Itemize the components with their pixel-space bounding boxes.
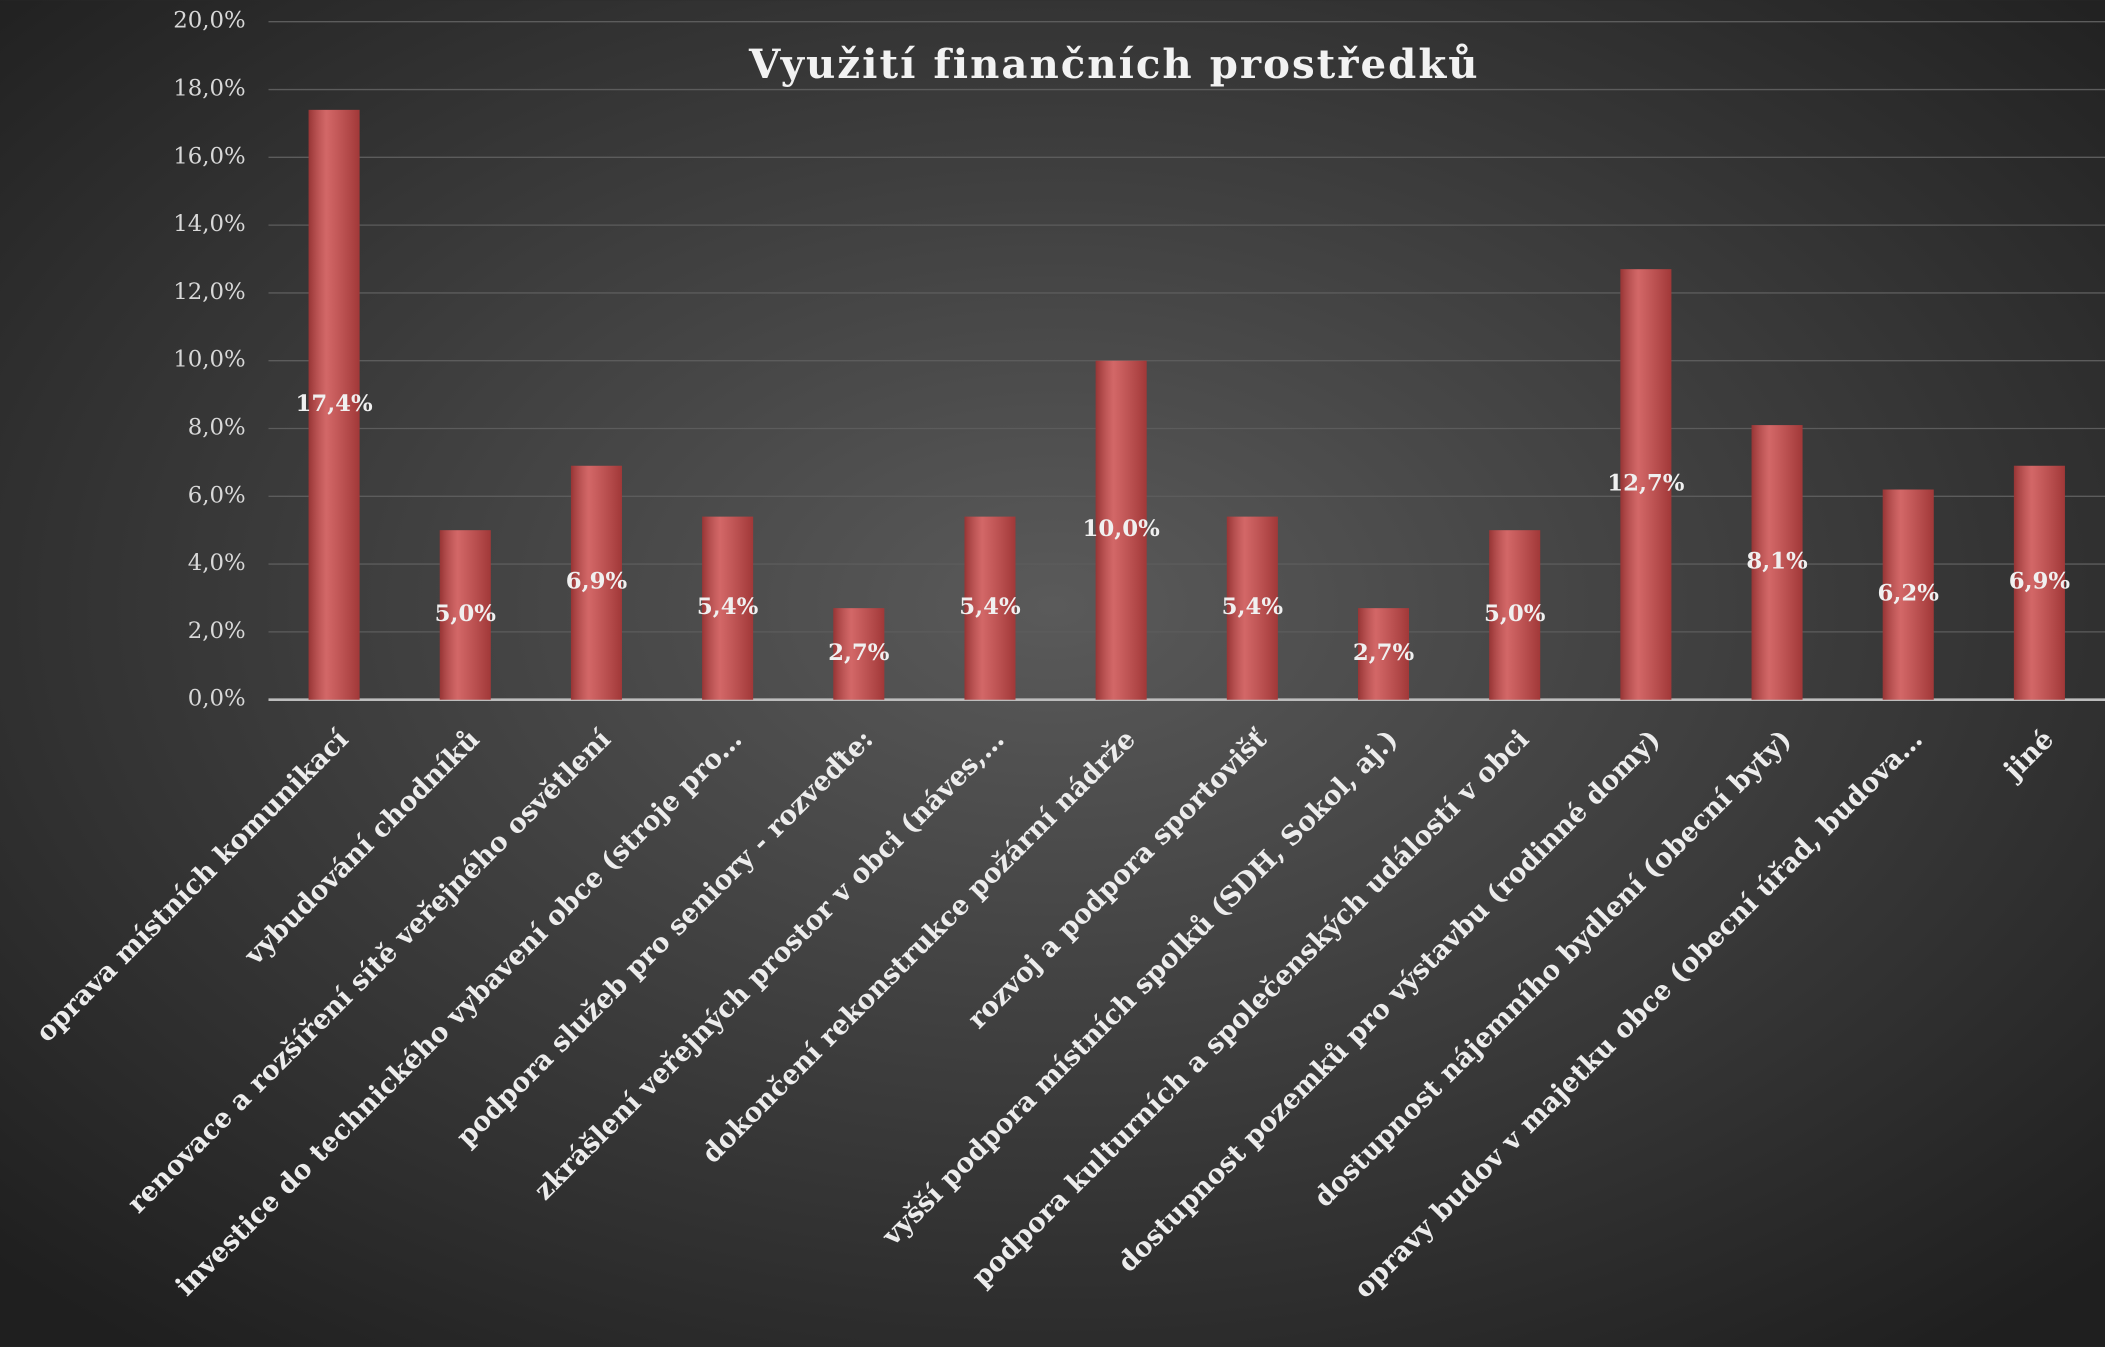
- bar-shine: [1882, 489, 1934, 700]
- bar-shine: [702, 516, 754, 700]
- bar-shine: [1751, 425, 1803, 700]
- bar-shine: [964, 516, 1016, 700]
- data-label: 5,4%: [1222, 594, 1284, 620]
- bar-shine: [1226, 516, 1278, 700]
- data-label: 6,9%: [566, 569, 628, 595]
- y-tick-label: 8,0%: [188, 414, 246, 440]
- data-label: 5,0%: [1484, 601, 1546, 627]
- y-tick-label: 16,0%: [173, 143, 245, 169]
- data-label: 12,7%: [1607, 470, 1685, 496]
- data-label: 10,0%: [1083, 516, 1161, 542]
- y-tick-label: 14,0%: [173, 211, 245, 237]
- data-label: 17,4%: [295, 391, 373, 417]
- y-tick-label: 2,0%: [188, 618, 246, 644]
- y-tick-label: 10,0%: [173, 347, 245, 373]
- data-label: 5,4%: [959, 594, 1021, 620]
- bar-shine: [570, 465, 622, 700]
- data-label: 2,7%: [1353, 640, 1415, 666]
- bar-shine: [2013, 465, 2065, 700]
- bar-shine: [833, 608, 885, 700]
- bar-shine: [1095, 360, 1147, 700]
- bar-shine: [1358, 608, 1410, 700]
- y-tick-label: 6,0%: [188, 482, 246, 508]
- chart-title: Využití finančních prostředků: [748, 41, 1480, 88]
- y-tick-label: 18,0%: [173, 76, 245, 102]
- data-label: 2,7%: [828, 640, 890, 666]
- y-tick-label: 0,0%: [188, 686, 246, 712]
- y-tick-label: 4,0%: [188, 550, 246, 576]
- y-tick-label: 12,0%: [173, 279, 245, 305]
- data-label: 8,1%: [1746, 548, 1808, 574]
- bar-shine: [1620, 269, 1672, 700]
- data-label: 5,0%: [435, 601, 497, 627]
- bar-shine: [439, 530, 491, 700]
- bar-shine: [308, 109, 360, 700]
- bar-shine: [1489, 530, 1541, 700]
- data-label: 5,4%: [697, 594, 759, 620]
- data-label: 6,9%: [2009, 569, 2071, 595]
- data-label: 6,2%: [1878, 581, 1940, 607]
- y-tick-label: 20,0%: [173, 8, 245, 34]
